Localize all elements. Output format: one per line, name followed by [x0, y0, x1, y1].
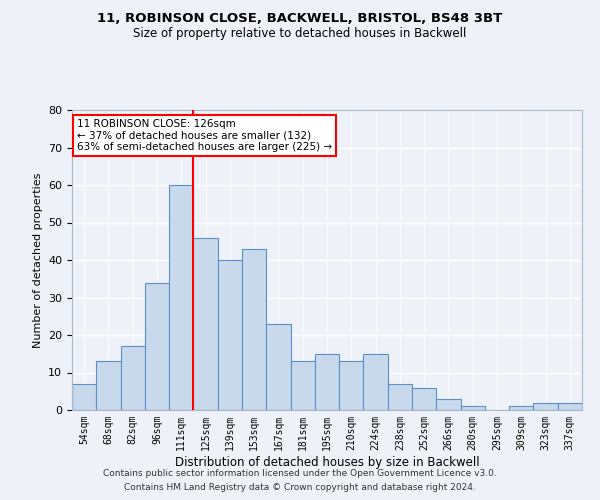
- Bar: [242, 248, 266, 410]
- X-axis label: Distribution of detached houses by size in Backwell: Distribution of detached houses by size …: [175, 456, 479, 468]
- Bar: [533, 402, 558, 410]
- Bar: [558, 402, 582, 410]
- Bar: [121, 346, 145, 410]
- Text: Contains HM Land Registry data © Crown copyright and database right 2024.: Contains HM Land Registry data © Crown c…: [124, 484, 476, 492]
- Text: 11 ROBINSON CLOSE: 126sqm
← 37% of detached houses are smaller (132)
63% of semi: 11 ROBINSON CLOSE: 126sqm ← 37% of detac…: [77, 119, 332, 152]
- Bar: [266, 324, 290, 410]
- Bar: [315, 354, 339, 410]
- Bar: [509, 406, 533, 410]
- Bar: [412, 388, 436, 410]
- Bar: [145, 282, 169, 410]
- Bar: [436, 399, 461, 410]
- Bar: [193, 238, 218, 410]
- Text: Contains public sector information licensed under the Open Government Licence v3: Contains public sector information licen…: [103, 468, 497, 477]
- Text: Size of property relative to detached houses in Backwell: Size of property relative to detached ho…: [133, 28, 467, 40]
- Bar: [290, 361, 315, 410]
- Bar: [461, 406, 485, 410]
- Bar: [72, 384, 96, 410]
- Bar: [364, 354, 388, 410]
- Bar: [96, 361, 121, 410]
- Bar: [339, 361, 364, 410]
- Bar: [218, 260, 242, 410]
- Y-axis label: Number of detached properties: Number of detached properties: [32, 172, 43, 348]
- Bar: [388, 384, 412, 410]
- Bar: [169, 185, 193, 410]
- Text: 11, ROBINSON CLOSE, BACKWELL, BRISTOL, BS48 3BT: 11, ROBINSON CLOSE, BACKWELL, BRISTOL, B…: [97, 12, 503, 26]
